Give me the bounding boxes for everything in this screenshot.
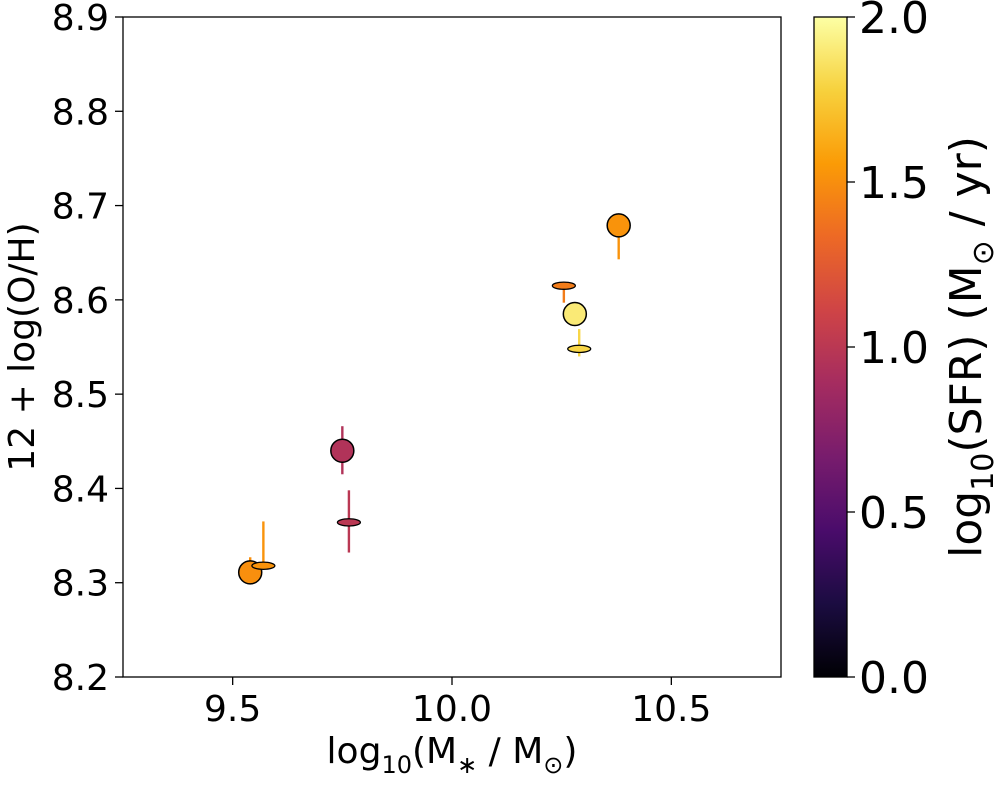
- error-bars: [249, 223, 620, 578]
- data-markers: [237, 213, 631, 585]
- xlabel-sub2: ∗: [457, 751, 477, 779]
- y-tick-label: 8.4: [52, 469, 109, 510]
- y-tick-label: 8.7: [52, 187, 109, 228]
- cblabel-sub2: ⊙: [966, 240, 1000, 265]
- x-tick-label: 9.5: [204, 689, 261, 730]
- ellipse-marker: [567, 344, 592, 354]
- cblabel-body: (SFR) (M: [941, 265, 992, 452]
- ellipse-marker: [551, 281, 577, 290]
- colorbar: 0.0 0.5 1.0 1.5 2.0 log10(SFR) (M⊙ / yr): [813, 0, 1000, 704]
- cblabel-prefix: log: [941, 491, 992, 558]
- colorbar-tick-label: 0.5: [859, 488, 929, 539]
- y-tick-label: 8.6: [52, 281, 109, 322]
- colorbar-tick-label: 1.5: [859, 158, 929, 209]
- x-axis-ticks: 9.5 10.0 10.5: [204, 677, 711, 730]
- x-axis-label: log10(M∗ / M⊙): [327, 731, 578, 779]
- cblabel-suffix: / yr): [941, 136, 992, 240]
- cblabel-sub: 10: [966, 453, 1000, 491]
- x-tick-label: 10.5: [631, 689, 711, 730]
- colorbar-label: log10(SFR) (M⊙ / yr): [941, 136, 1000, 558]
- colorbar-gradient: [813, 16, 848, 678]
- y-tick-label: 8.2: [52, 658, 109, 699]
- y-tick-label: 8.9: [52, 0, 109, 39]
- xlabel-suffix: ): [563, 731, 577, 772]
- ellipse-marker: [251, 561, 276, 570]
- ellipse-marker: [336, 518, 362, 527]
- y-tick-label: 8.5: [52, 375, 109, 416]
- circle-marker: [330, 438, 355, 463]
- circle-marker: [562, 301, 588, 327]
- x-tick-label: 10.0: [412, 689, 492, 730]
- y-axis-ticks: 8.2 8.3 8.4 8.5 8.6 8.7 8.8 8.9: [52, 0, 123, 699]
- y-axis-label: 12 + log(O/H): [2, 222, 43, 471]
- xlabel-prefix: log: [327, 731, 382, 772]
- xlabel-sub: 10: [381, 751, 412, 779]
- y-tick-label: 8.8: [52, 92, 109, 133]
- colorbar-tick-label: 1.0: [859, 323, 929, 374]
- colorbar-tick-label: 2.0: [859, 0, 929, 44]
- colorbar-tick-label: 0.0: [859, 653, 929, 704]
- xlabel-body: (M: [412, 731, 457, 772]
- svg-text:log10(M∗ / M⊙): log10(M∗ / M⊙): [327, 731, 578, 779]
- y-tick-label: 8.3: [52, 564, 109, 605]
- circle-marker: [606, 213, 631, 238]
- colorbar-ticks: 0.0 0.5 1.0 1.5 2.0: [847, 0, 929, 704]
- ylabel-text: 12 + log(O/H): [2, 222, 43, 471]
- plot-area: 9.5 10.0 10.5 8.2 8.3 8.4 8.5 8.6 8.7 8.8 8.9: [52, 0, 782, 730]
- xlabel-middle: / M: [477, 731, 543, 772]
- plot-frame: [122, 16, 782, 678]
- xlabel-sub3: ⊙: [543, 751, 563, 779]
